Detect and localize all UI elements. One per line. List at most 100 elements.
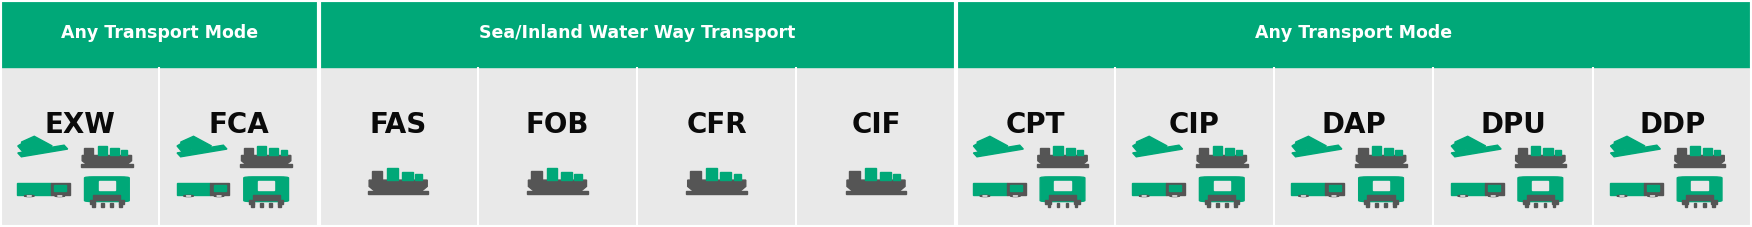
Bar <box>1713 150 1720 155</box>
Bar <box>1544 203 1547 207</box>
Bar <box>1554 150 1561 155</box>
Bar <box>1372 146 1381 155</box>
Polygon shape <box>1197 155 1246 165</box>
Bar <box>1677 148 1685 155</box>
Bar <box>1367 195 1395 200</box>
Text: Sea/Inland Water Way Transport: Sea/Inland Water Way Transport <box>478 25 795 42</box>
Bar <box>258 146 266 155</box>
Bar <box>1356 164 1407 167</box>
Bar <box>368 191 429 194</box>
Bar <box>561 172 571 180</box>
Bar <box>850 171 860 180</box>
Text: CIP: CIP <box>1169 111 1219 138</box>
Polygon shape <box>689 180 746 192</box>
Text: DDP: DDP <box>1640 111 1705 138</box>
Bar <box>1225 148 1233 155</box>
Text: FAS: FAS <box>370 111 427 138</box>
Bar <box>1393 200 1398 204</box>
Bar <box>415 174 422 180</box>
FancyBboxPatch shape <box>84 177 130 202</box>
Bar <box>1544 148 1552 155</box>
Polygon shape <box>978 136 1007 151</box>
Bar <box>210 183 230 195</box>
Bar <box>1077 150 1083 155</box>
Bar <box>214 185 226 191</box>
Bar <box>1703 148 1712 155</box>
Polygon shape <box>974 143 988 155</box>
Bar <box>98 146 107 155</box>
FancyBboxPatch shape <box>1041 177 1084 202</box>
Bar <box>1056 203 1060 207</box>
Bar <box>371 171 382 180</box>
Bar <box>1703 203 1705 207</box>
Bar <box>1048 203 1049 207</box>
Polygon shape <box>1134 143 1146 155</box>
FancyBboxPatch shape <box>244 177 289 202</box>
Bar <box>1552 200 1558 204</box>
Bar <box>81 164 133 167</box>
Bar <box>1197 164 1247 167</box>
Circle shape <box>25 195 35 197</box>
Bar <box>1065 148 1076 155</box>
Text: CIF: CIF <box>851 111 901 138</box>
Bar <box>1393 203 1396 207</box>
Bar <box>401 172 413 180</box>
Bar <box>1526 203 1528 207</box>
Bar <box>687 191 746 194</box>
Bar <box>54 185 67 191</box>
Bar <box>89 200 95 204</box>
Polygon shape <box>1614 136 1645 151</box>
Bar <box>1367 203 1368 207</box>
Bar <box>1233 200 1239 204</box>
Bar <box>1374 181 1389 190</box>
Bar <box>240 164 293 167</box>
Polygon shape <box>370 180 427 192</box>
Bar <box>1533 181 1549 190</box>
Circle shape <box>184 195 193 197</box>
Polygon shape <box>1356 155 1405 165</box>
Bar <box>387 168 398 180</box>
Bar <box>1328 185 1340 191</box>
Bar <box>251 203 254 207</box>
Bar <box>1169 185 1181 191</box>
Bar <box>706 168 717 180</box>
Bar <box>261 203 263 207</box>
Polygon shape <box>529 180 587 192</box>
Bar <box>1037 164 1088 167</box>
Bar <box>270 203 272 207</box>
Bar <box>119 200 124 204</box>
Polygon shape <box>1515 155 1565 165</box>
Bar <box>1074 203 1077 207</box>
Polygon shape <box>1291 145 1342 157</box>
Bar <box>91 203 95 207</box>
Bar <box>575 174 582 180</box>
Polygon shape <box>974 145 1023 157</box>
Bar <box>121 150 128 155</box>
Text: FOB: FOB <box>526 111 589 138</box>
Bar <box>1395 150 1402 155</box>
Bar <box>1009 185 1021 191</box>
Polygon shape <box>177 143 191 155</box>
Bar <box>1225 203 1228 207</box>
Polygon shape <box>1454 136 1486 151</box>
Polygon shape <box>1451 143 1465 155</box>
Bar <box>279 200 284 204</box>
Text: CFR: CFR <box>687 111 746 138</box>
Circle shape <box>1617 195 1628 197</box>
Bar <box>1526 195 1554 200</box>
Bar <box>1647 185 1659 191</box>
FancyBboxPatch shape <box>1200 177 1244 202</box>
Text: Any Transport Mode: Any Transport Mode <box>1254 25 1452 42</box>
Bar <box>531 171 541 180</box>
Polygon shape <box>1295 136 1326 151</box>
Polygon shape <box>177 145 228 157</box>
Bar <box>1214 181 1230 190</box>
Bar <box>1212 146 1221 155</box>
Bar <box>1198 148 1209 155</box>
Bar <box>1046 200 1051 204</box>
Bar <box>280 150 287 155</box>
Bar <box>270 148 279 155</box>
Bar <box>1694 203 1696 207</box>
Bar <box>1007 183 1025 195</box>
Bar <box>894 174 901 180</box>
